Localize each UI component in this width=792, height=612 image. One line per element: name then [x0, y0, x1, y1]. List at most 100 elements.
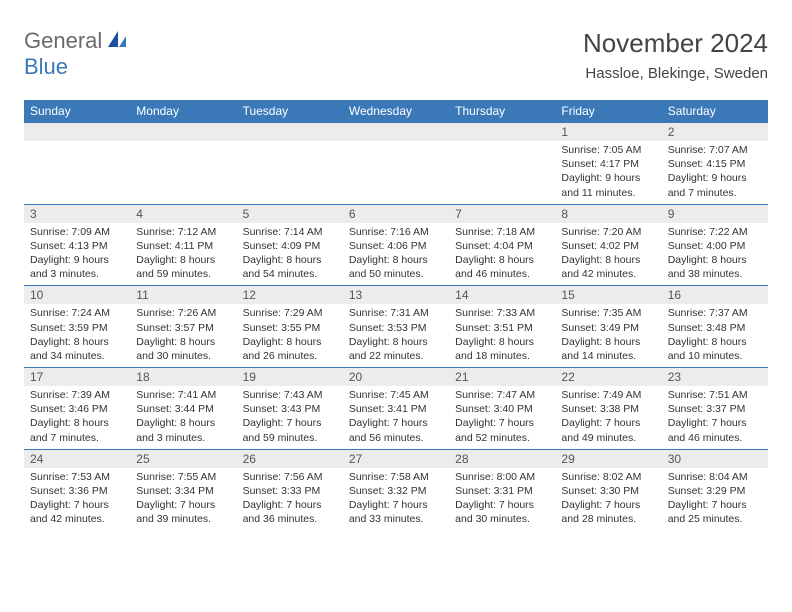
day-number: 16: [662, 286, 768, 304]
day-info-line: and 50 minutes.: [349, 267, 443, 281]
day-info-line: and 46 minutes.: [668, 431, 762, 445]
day-number: 3: [24, 205, 130, 223]
day-cell: 10Sunrise: 7:24 AMSunset: 3:59 PMDayligh…: [24, 286, 130, 367]
day-info: Sunrise: 7:49 AMSunset: 3:38 PMDaylight:…: [555, 386, 661, 449]
day-info-line: Sunset: 3:49 PM: [561, 321, 655, 335]
day-info-line: Sunset: 4:15 PM: [668, 157, 762, 171]
day-info-line: Daylight: 7 hours: [561, 416, 655, 430]
day-info-line: Daylight: 8 hours: [349, 335, 443, 349]
day-info-line: and 22 minutes.: [349, 349, 443, 363]
day-number: 30: [662, 450, 768, 468]
day-info-line: Sunrise: 7:22 AM: [668, 225, 762, 239]
day-cell: 15Sunrise: 7:35 AMSunset: 3:49 PMDayligh…: [555, 286, 661, 367]
day-info-line: Sunrise: 7:29 AM: [243, 306, 337, 320]
day-info-line: and 49 minutes.: [561, 431, 655, 445]
day-info: Sunrise: 7:09 AMSunset: 4:13 PMDaylight:…: [24, 223, 130, 286]
day-info-line: Daylight: 8 hours: [30, 416, 124, 430]
day-info: Sunrise: 7:53 AMSunset: 3:36 PMDaylight:…: [24, 468, 130, 531]
day-info-line: Sunrise: 7:49 AM: [561, 388, 655, 402]
logo-sail-icon: [106, 29, 128, 54]
day-info-line: Sunset: 4:09 PM: [243, 239, 337, 253]
day-info-line: and 33 minutes.: [349, 512, 443, 526]
day-info-line: Sunset: 3:51 PM: [455, 321, 549, 335]
day-info-line: Daylight: 8 hours: [243, 253, 337, 267]
day-info: Sunrise: 7:47 AMSunset: 3:40 PMDaylight:…: [449, 386, 555, 449]
day-info-line: Daylight: 9 hours: [561, 171, 655, 185]
day-number: 11: [130, 286, 236, 304]
day-number: 15: [555, 286, 661, 304]
day-info-line: Daylight: 8 hours: [136, 253, 230, 267]
day-info-line: Daylight: 7 hours: [668, 416, 762, 430]
day-info-line: Daylight: 8 hours: [561, 335, 655, 349]
day-info-line: and 56 minutes.: [349, 431, 443, 445]
day-info-line: Sunset: 3:53 PM: [349, 321, 443, 335]
day-info-line: Sunrise: 7:37 AM: [668, 306, 762, 320]
day-info-line: and 7 minutes.: [668, 186, 762, 200]
empty-day-num: [130, 123, 236, 141]
day-info-line: and 30 minutes.: [455, 512, 549, 526]
day-cell: 16Sunrise: 7:37 AMSunset: 3:48 PMDayligh…: [662, 286, 768, 367]
day-info: Sunrise: 7:12 AMSunset: 4:11 PMDaylight:…: [130, 223, 236, 286]
day-cell: 21Sunrise: 7:47 AMSunset: 3:40 PMDayligh…: [449, 368, 555, 449]
day-number: 9: [662, 205, 768, 223]
day-info-line: and 42 minutes.: [30, 512, 124, 526]
day-info-line: Sunrise: 7:24 AM: [30, 306, 124, 320]
day-info-line: Sunset: 3:29 PM: [668, 484, 762, 498]
day-info: Sunrise: 7:05 AMSunset: 4:17 PMDaylight:…: [555, 141, 661, 204]
location-text: Hassloe, Blekinge, Sweden: [583, 65, 768, 82]
day-number: 13: [343, 286, 449, 304]
day-info-line: Sunset: 3:33 PM: [243, 484, 337, 498]
day-info-line: Sunrise: 7:18 AM: [455, 225, 549, 239]
day-info-line: Daylight: 7 hours: [455, 416, 549, 430]
day-number: 8: [555, 205, 661, 223]
day-info-line: Sunrise: 7:20 AM: [561, 225, 655, 239]
day-info: Sunrise: 7:45 AMSunset: 3:41 PMDaylight:…: [343, 386, 449, 449]
day-info-line: Sunrise: 7:14 AM: [243, 225, 337, 239]
day-number: 20: [343, 368, 449, 386]
day-header-cell: Friday: [555, 100, 661, 122]
day-info-line: Daylight: 8 hours: [668, 335, 762, 349]
day-info-line: Sunset: 3:37 PM: [668, 402, 762, 416]
day-header-cell: Thursday: [449, 100, 555, 122]
day-cell: 29Sunrise: 8:02 AMSunset: 3:30 PMDayligh…: [555, 450, 661, 531]
day-info-line: and 34 minutes.: [30, 349, 124, 363]
day-cell: [130, 123, 236, 204]
day-info-line: Daylight: 8 hours: [30, 335, 124, 349]
day-number: 28: [449, 450, 555, 468]
day-number: 14: [449, 286, 555, 304]
header: General November 2024 Hassloe, Blekinge,…: [24, 28, 768, 82]
calendar: SundayMondayTuesdayWednesdayThursdayFrid…: [24, 100, 768, 530]
day-info-line: and 10 minutes.: [668, 349, 762, 363]
day-info: Sunrise: 7:22 AMSunset: 4:00 PMDaylight:…: [662, 223, 768, 286]
day-cell: 25Sunrise: 7:55 AMSunset: 3:34 PMDayligh…: [130, 450, 236, 531]
day-info-line: Sunset: 4:06 PM: [349, 239, 443, 253]
day-info-line: Sunrise: 7:56 AM: [243, 470, 337, 484]
day-number: 21: [449, 368, 555, 386]
empty-day-num: [237, 123, 343, 141]
week-row: 24Sunrise: 7:53 AMSunset: 3:36 PMDayligh…: [24, 449, 768, 531]
day-info-line: Sunset: 3:41 PM: [349, 402, 443, 416]
empty-day-num: [449, 123, 555, 141]
day-info-line: and 30 minutes.: [136, 349, 230, 363]
day-cell: 20Sunrise: 7:45 AMSunset: 3:41 PMDayligh…: [343, 368, 449, 449]
day-info-line: Sunrise: 7:55 AM: [136, 470, 230, 484]
day-info-line: Daylight: 8 hours: [136, 335, 230, 349]
day-info-line: and 28 minutes.: [561, 512, 655, 526]
day-info-line: and 25 minutes.: [668, 512, 762, 526]
day-info-line: Sunrise: 8:02 AM: [561, 470, 655, 484]
day-info-line: Daylight: 8 hours: [455, 335, 549, 349]
day-info-line: and 36 minutes.: [243, 512, 337, 526]
day-info: Sunrise: 7:56 AMSunset: 3:33 PMDaylight:…: [237, 468, 343, 531]
day-info-line: Daylight: 8 hours: [455, 253, 549, 267]
day-info: Sunrise: 7:35 AMSunset: 3:49 PMDaylight:…: [555, 304, 661, 367]
day-info-line: Sunset: 4:02 PM: [561, 239, 655, 253]
day-info: Sunrise: 7:14 AMSunset: 4:09 PMDaylight:…: [237, 223, 343, 286]
day-info-line: Sunrise: 7:33 AM: [455, 306, 549, 320]
day-header-cell: Monday: [130, 100, 236, 122]
day-cell: 18Sunrise: 7:41 AMSunset: 3:44 PMDayligh…: [130, 368, 236, 449]
day-info-line: and 42 minutes.: [561, 267, 655, 281]
day-info-line: and 54 minutes.: [243, 267, 337, 281]
day-info-line: Sunrise: 7:51 AM: [668, 388, 762, 402]
day-info-line: Sunset: 3:38 PM: [561, 402, 655, 416]
day-info: Sunrise: 7:55 AMSunset: 3:34 PMDaylight:…: [130, 468, 236, 531]
